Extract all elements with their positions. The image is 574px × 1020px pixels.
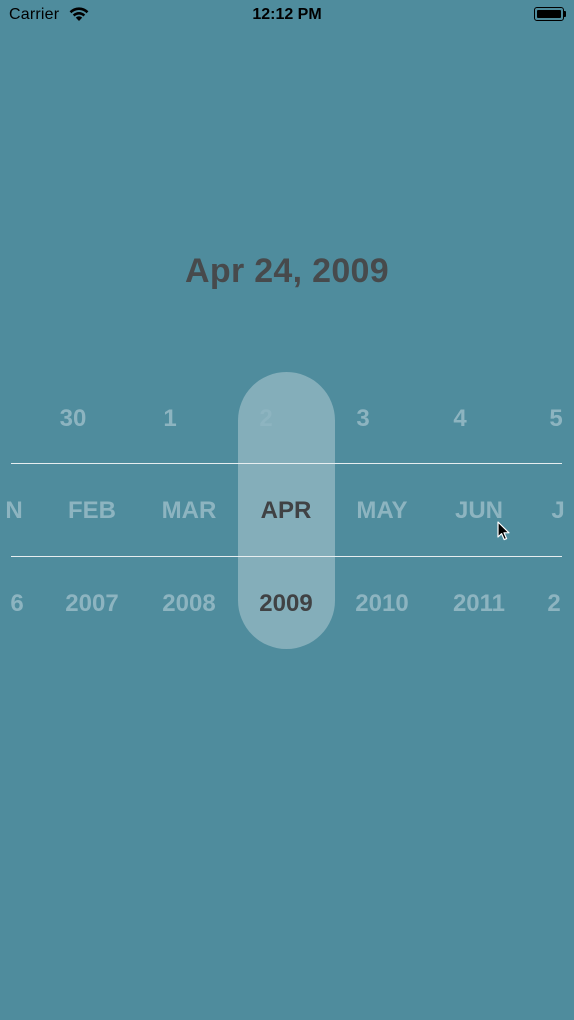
day-option[interactable]: 1 — [163, 405, 177, 432]
month-option[interactable]: N — [5, 497, 23, 524]
day-option[interactable]: 5 — [549, 405, 563, 432]
day-picker-row[interactable]: 30 1 2 3 4 5 — [0, 399, 574, 439]
year-option[interactable]: 2008 — [162, 590, 216, 617]
wifi-icon — [68, 6, 90, 27]
status-time: 12:12 PM — [252, 6, 322, 23]
year-picker-row[interactable]: 6 2007 2008 2009 2010 2011 2 — [0, 584, 574, 624]
divider-top — [11, 463, 562, 464]
month-option[interactable]: JUN — [454, 497, 503, 524]
year-option[interactable]: 6 — [10, 590, 24, 617]
day-option-selected[interactable]: 2 — [259, 405, 273, 432]
month-option[interactable]: FEB — [68, 497, 116, 524]
month-option[interactable]: MAR — [161, 497, 217, 524]
selected-date-title: Apr 24, 2009 — [185, 252, 389, 290]
month-option[interactable]: MAY — [356, 497, 408, 524]
year-option[interactable]: 2 — [547, 590, 561, 617]
mouse-cursor-icon — [497, 521, 511, 541]
day-option[interactable]: 30 — [59, 405, 87, 432]
month-option[interactable]: J — [551, 497, 565, 524]
year-option-selected[interactable]: 2009 — [259, 590, 313, 617]
month-picker-row[interactable]: N FEB MAR APR MAY JUN J — [0, 491, 574, 531]
battery-icon — [534, 7, 566, 21]
year-option[interactable]: 2010 — [355, 590, 409, 617]
selection-highlight — [238, 372, 335, 649]
year-option[interactable]: 2007 — [65, 590, 119, 617]
status-bar: Carrier 12:12 PM — [0, 0, 574, 30]
day-option[interactable]: 4 — [453, 405, 467, 432]
carrier-label: Carrier — [9, 6, 60, 23]
year-option[interactable]: 2011 — [452, 590, 506, 617]
day-option[interactable]: 3 — [356, 405, 370, 432]
month-option-selected[interactable]: APR — [260, 497, 312, 524]
divider-bottom — [11, 556, 562, 557]
